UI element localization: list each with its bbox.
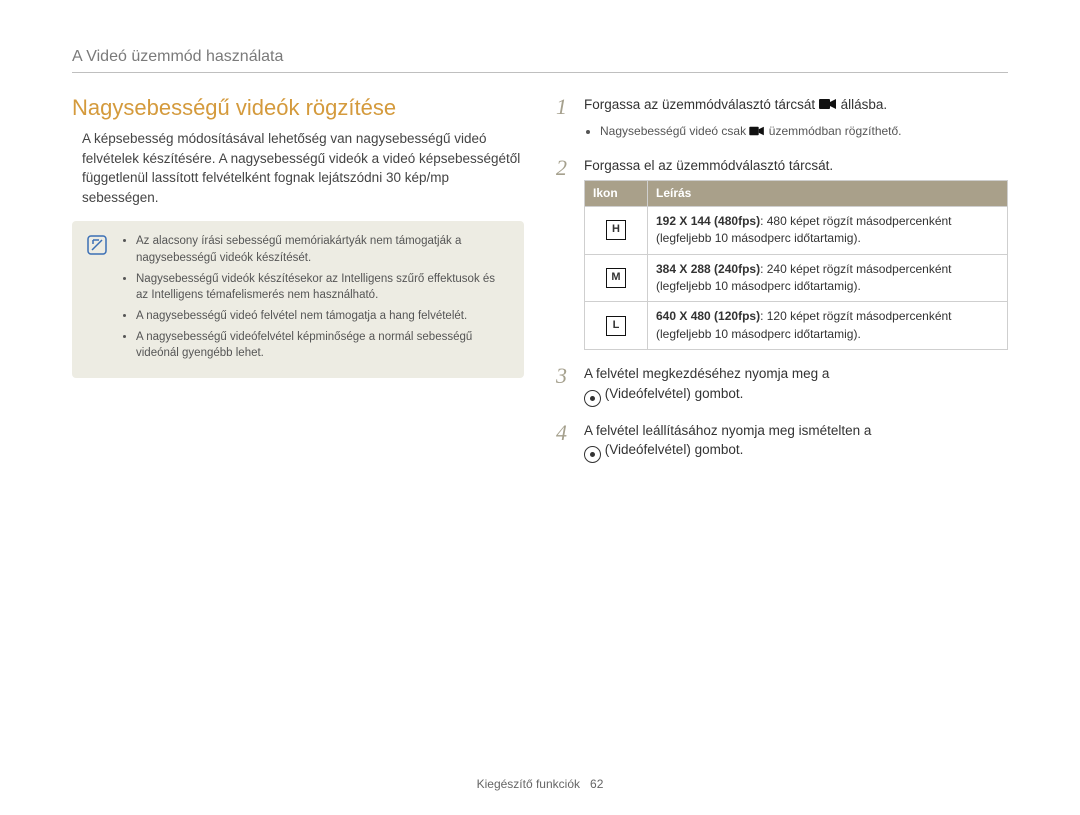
step-2: 2 Forgassa el az üzemmódválasztó tárcsát… [556,156,1008,350]
steps-list: 1 Forgassa az üzemmódválasztó tárcsát ál… [556,95,1008,463]
step-text: Forgassa az üzemmódválasztó tárcsát [584,97,819,112]
note-list: Az alacsony írási sebességű memóriakárty… [120,233,510,366]
step-text: Forgassa el az üzemmódválasztó tárcsát. [584,156,1008,176]
page-footer: Kiegészítő funkciók 62 [0,777,1080,791]
row-icon-cell: H [585,206,648,254]
row-desc-cell: 192 X 144 (480fps): 480 képet rögzít más… [648,206,1008,254]
step-number: 4 [556,421,574,464]
row-icon-cell: L [585,302,648,350]
step-number: 2 [556,156,574,350]
note-item: Az alacsony írási sebességű memóriakárty… [136,233,510,266]
note-item: A nagysebességű videófelvétel képminőség… [136,329,510,362]
mode-dial-video-icon [819,97,837,117]
left-column: Nagysebességű videók rögzítése A képsebe… [72,95,524,477]
section-intro: A képsebesség módosításával lehetőség va… [82,129,524,207]
section-title: Nagysebességű videók rögzítése [72,95,524,121]
footer-section: Kiegészítő funkciók [477,777,580,791]
note-icon [86,233,108,366]
row-desc-cell: 640 X 480 (120fps): 120 képet rögzít más… [648,302,1008,350]
table-row: M 384 X 288 (240fps): 240 képet rögzít m… [585,254,1008,302]
step-body: A felvétel leállításához nyomja meg ismé… [584,421,1008,464]
step-body: Forgassa az üzemmódválasztó tárcsát állá… [584,95,1008,142]
table-header-icon: Ikon [585,180,648,206]
step-sub-list: Nagysebességű videó csak üzemmódban rögz… [584,123,1008,142]
page-root: A Videó üzemmód használata Nagysebességű… [0,0,1080,815]
step-1: 1 Forgassa az üzemmódválasztó tárcsát ál… [556,95,1008,142]
table-row: H 192 X 144 (480fps): 480 képet rögzít m… [585,206,1008,254]
step-4: 4 A felvétel leállításához nyomja meg is… [556,421,1008,464]
mode-dial-video-icon [749,125,765,142]
right-column: 1 Forgassa az üzemmódválasztó tárcsát ál… [556,95,1008,477]
step-3: 3 A felvétel megkezdéséhez nyomja meg a … [556,364,1008,407]
header-divider [72,72,1008,73]
table-row: L 640 X 480 (120fps): 120 képet rögzít m… [585,302,1008,350]
step-number: 3 [556,364,574,407]
two-column-layout: Nagysebességű videók rögzítése A képsebe… [72,95,1008,477]
table-header-desc: Leírás [648,180,1008,206]
resolution-icon-l: L [606,316,626,336]
resolution-icon-h: H [606,220,626,240]
resolution-icon-m: M [606,268,626,288]
step-body: A felvétel megkezdéséhez nyomja meg a (V… [584,364,1008,407]
record-button-icon [584,446,601,463]
spec-table: Ikon Leírás H 192 X 144 (480fps): 480 ké… [584,180,1008,351]
row-desc-cell: 384 X 288 (240fps): 240 képet rögzít más… [648,254,1008,302]
breadcrumb: A Videó üzemmód használata [72,48,1008,66]
footer-page-number: 62 [590,777,603,791]
step-sub-item: Nagysebességű videó csak üzemmódban rögz… [600,123,1008,142]
note-item: A nagysebességű videó felvétel nem támog… [136,308,510,325]
note-item: Nagysebességű videók készítésekor az Int… [136,271,510,304]
step-number: 1 [556,95,574,142]
step-body: Forgassa el az üzemmódválasztó tárcsát. … [584,156,1008,350]
note-box: Az alacsony írási sebességű memóriakárty… [72,221,524,378]
step-text: állásba. [841,97,888,112]
record-button-icon [584,390,601,407]
row-icon-cell: M [585,254,648,302]
